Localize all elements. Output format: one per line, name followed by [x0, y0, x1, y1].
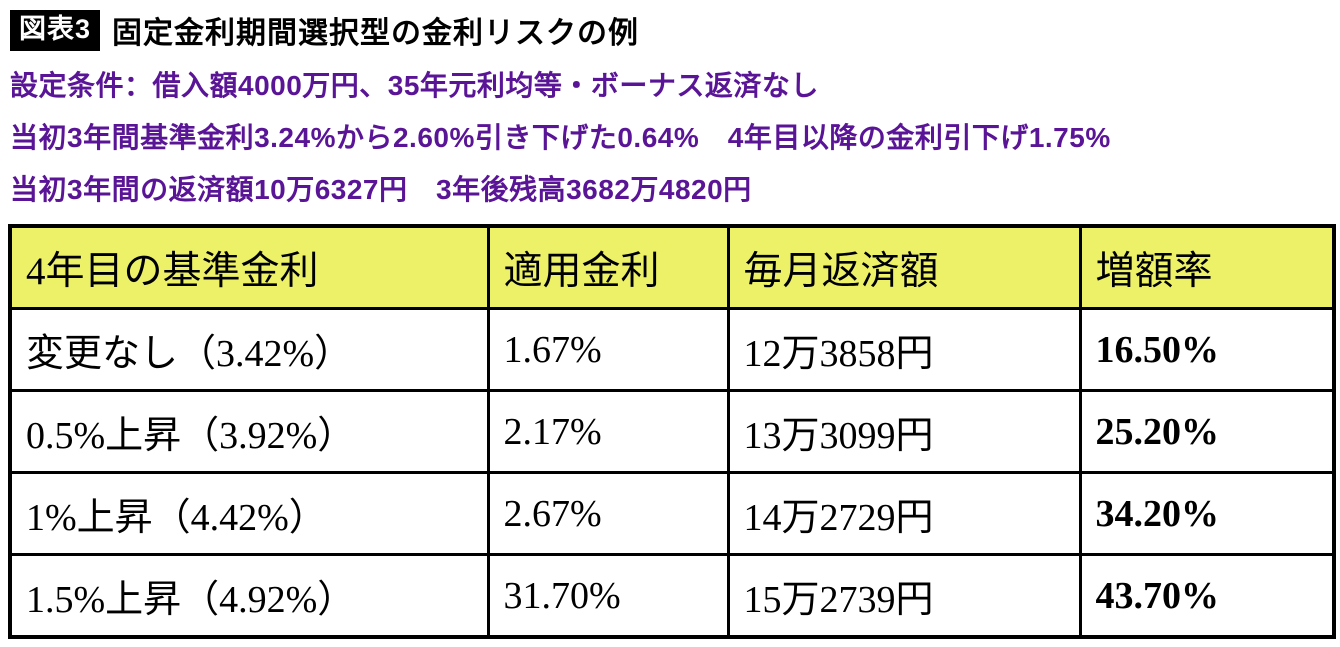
interest-rate-risk-table: 4年目の基準金利 適用金利 毎月返済額 増額率 変更なし（3.42%） 1.67… [8, 224, 1336, 639]
column-header-increase-rate: 増額率 [1078, 224, 1336, 310]
table-cell: 43.70% [1078, 553, 1336, 639]
table-cell: 34.20% [1078, 471, 1336, 556]
table-header-row: 4年目の基準金利 適用金利 毎月返済額 増額率 [8, 224, 1336, 310]
column-header-applied-rate: 適用金利 [486, 224, 730, 310]
condition-line: 当初3年間基準金利3.24%から2.60%引き下げた0.64% 4年目以降の金利… [10, 122, 1111, 153]
table-cell: 1%上昇（4.42%） [8, 471, 490, 556]
table-cell: 15万2739円 [726, 553, 1082, 639]
figure-title-row: 図表3 固定金利期間選択型の金利リスクの例 [10, 8, 1332, 52]
table-row: 変更なし（3.42%） 1.67% 12万3858円 16.50% [8, 307, 1336, 392]
table-cell: 31.70% [486, 553, 730, 639]
condition-notes: 設定条件：借入額4000万円、35年元利均等・ボーナス返済なし 当初3年間基準金… [10, 60, 1332, 216]
table-cell: 13万3099円 [726, 389, 1082, 474]
table-cell: 14万2729円 [726, 471, 1082, 556]
table-cell: 変更なし（3.42%） [8, 307, 490, 392]
figure-title: 固定金利期間選択型の金利リスクの例 [112, 17, 640, 50]
table-cell: 16.50% [1078, 307, 1336, 392]
table-cell: 2.67% [486, 471, 730, 556]
condition-line: 設定条件：借入額4000万円、35年元利均等・ボーナス返済なし [10, 70, 819, 101]
table-cell: 1.5%上昇（4.92%） [8, 553, 490, 639]
table-row: 1.5%上昇（4.92%） 31.70% 15万2739円 43.70% [8, 553, 1336, 639]
table-cell: 12万3858円 [726, 307, 1082, 392]
table-cell: 25.20% [1078, 389, 1336, 474]
condition-line: 当初3年間の返済額10万6327円 3年後残高3682万4820円 [10, 174, 752, 205]
table-row: 1%上昇（4.42%） 2.67% 14万2729円 34.20% [8, 471, 1336, 556]
table-cell: 1.67% [486, 307, 730, 392]
figure-number-badge: 図表3 [10, 9, 101, 51]
column-header-base-rate: 4年目の基準金利 [8, 224, 490, 310]
table-row: 0.5%上昇（3.92%） 2.17% 13万3099円 25.20% [8, 389, 1336, 474]
table-cell: 2.17% [486, 389, 730, 474]
column-header-monthly-payment: 毎月返済額 [726, 224, 1082, 310]
table-cell: 0.5%上昇（3.92%） [8, 389, 490, 474]
